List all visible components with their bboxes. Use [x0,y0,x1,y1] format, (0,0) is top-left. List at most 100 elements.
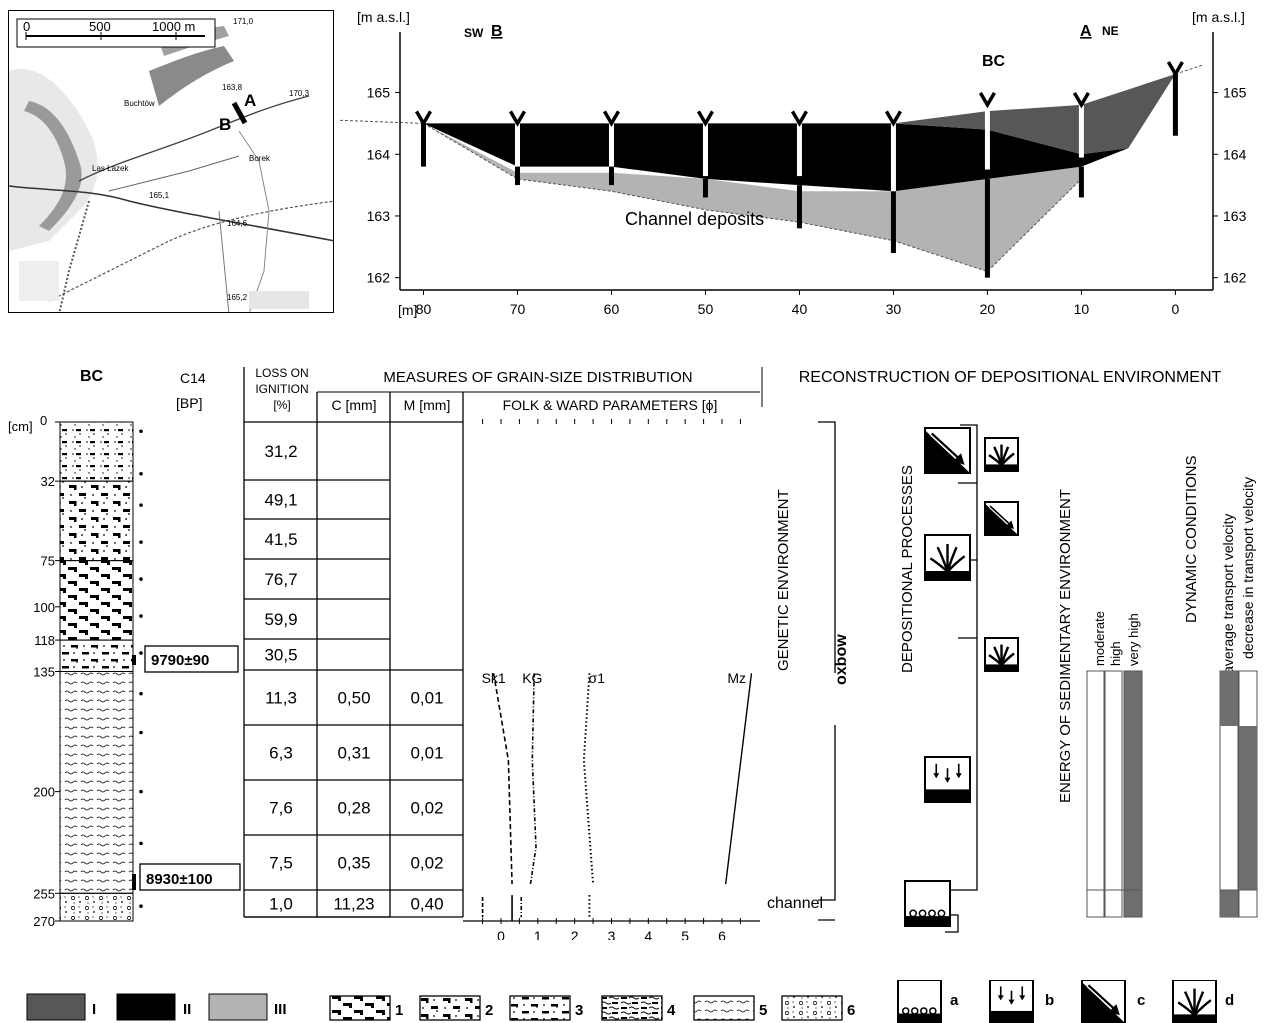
legend-unit-iii-swatch [208,993,268,1021]
depth-tick: 0 [40,413,47,428]
profile-units [340,64,1204,273]
svg-text:9790±90: 9790±90 [151,652,209,669]
process-icon-c [984,501,1019,536]
depth-tick: 118 [34,633,55,648]
process-icon-d [984,637,1019,672]
energy-level-high: high [1108,641,1123,666]
y-tick-right: 163 [1223,208,1247,224]
oxbow-bracket-lower [818,725,836,901]
x-tick: 80 [416,301,432,317]
depth-tick: 135 [33,665,55,680]
m-column-title: M [mm] [404,397,451,413]
lithology-layer [59,892,134,922]
sigma1-curve [582,673,595,885]
m-value: 0,01 [410,689,443,708]
sample-dot [139,651,143,655]
sample-dot [139,614,143,618]
loi-value: 31,2 [264,442,297,461]
loi-value: 7,6 [269,799,293,818]
c14-date-2: 8930±100 [132,863,241,891]
process-icon-d [924,534,971,581]
energy-level-very-high: very high [1126,613,1141,666]
loi-value: 59,9 [264,610,297,629]
ne-suffix: NE [1102,24,1119,38]
sample-dot [139,471,143,476]
legend-litho-label: 4 [667,1002,676,1019]
map-scale-0: 0 [23,19,30,34]
sk1-curve [492,673,513,885]
depth-tick: 75 [41,554,55,569]
legend-process-label: d [1225,992,1234,1009]
fw-x-tick: 3 [608,928,616,940]
depth-tick: 100 [33,600,55,615]
fw-x-tick: 4 [644,928,652,940]
process-bracket [945,424,978,891]
m-value: 0,01 [410,744,443,763]
fw-label: Sk1 [482,670,506,686]
borehole-70 [508,110,526,186]
sample-dot [139,503,143,507]
loi-title-2: IGNITION [255,382,308,396]
loi-title-3: [%] [273,398,290,412]
map-scale-500: 500 [89,19,111,34]
legend-process-label: c [1137,992,1145,1009]
legend-litho-swatch [329,995,391,1021]
fw-x-tick: 1 [534,928,542,940]
folk-ward-title: FOLK & WARD PARAMETERS [ϕ] [503,397,718,413]
borehole-log-panel: BC C14 [BP] [cm] 03275100118135200255270… [8,366,1258,940]
dynamic-conditions-label: DYNAMIC CONDITIONS [1183,455,1200,623]
loi-value: 41,5 [264,530,297,549]
borehole-60 [602,110,620,186]
depth-scale: 0 32 75 100 118 135 200 255 270 [33,413,60,929]
legend-litho-label: 3 [575,1002,583,1019]
sw-prefix: SW [464,26,484,40]
x-tick: 40 [792,301,808,317]
borehole-30 [884,110,902,253]
ne-letter: A [1080,23,1092,40]
y-unit-right: [m a.s.l.] [1192,9,1245,25]
lithology-layer [59,421,134,482]
sample-dot [139,429,143,434]
fw-label: Mz [727,670,746,686]
sample-dot [139,730,143,735]
map-drawing: 0 500 1000 m 171,0 170,3 Buchtów 163,8 L… [9,11,333,312]
process-icon-c [924,427,971,474]
depth-tick: 270 [33,914,55,929]
legend-unit-iii: III [274,1001,287,1018]
borehole-0 [1166,61,1184,136]
legend-litho-label: 6 [847,1002,855,1019]
legend-unit-i-swatch [26,993,86,1021]
sample-dot [139,841,143,846]
borehole-50 [696,110,714,198]
depth-tick: 32 [41,474,55,489]
grain-size-title: MEASURES OF GRAIN-SIZE DISTRIBUTION [383,369,692,386]
fw-label: KG [522,670,542,686]
sample-dot [139,904,143,909]
sample-dot [139,789,143,794]
legend-litho-label: 5 [759,1002,767,1019]
sw-letter: B [491,23,503,40]
fw-x-tick: 0 [497,928,505,940]
sample-dot [139,691,143,696]
c14-unit: [BP] [176,395,202,411]
fw-label: σ1 [589,670,606,686]
unit-ii-area [423,123,1129,192]
legend: I II III 1 2 3 4 5 6 a b c d [26,980,1234,1023]
process-icon-d [984,437,1019,472]
m-value: 0,40 [410,895,443,914]
channel-label: channel [767,895,823,912]
loi-value: 49,1 [264,491,297,510]
y-tick-left: 163 [367,208,391,224]
c-value: 0,35 [337,854,370,873]
fw-x-tick: 5 [681,928,689,940]
dynamic-2: decrease in transport velocity [1240,477,1256,659]
energy-label: ENERGY OF SEDIMENTARY ENVIRONMENT [1057,489,1074,803]
loi-value: 1,0 [269,895,293,914]
oxbow-bracket [818,421,836,673]
c-value: 0,31 [337,744,370,763]
measures-table: 31,2 49,1 41,5 76,7 59,9 30,5 11,3 0,50 0,01 6,3 0… [243,367,760,918]
map-label: 163,8 [222,83,243,92]
c-column-title: C [mm] [331,397,376,413]
depth-tick: 255 [33,886,55,901]
location-map: 0 500 1000 m 171,0 170,3 Buchtów 163,8 L… [8,10,334,313]
